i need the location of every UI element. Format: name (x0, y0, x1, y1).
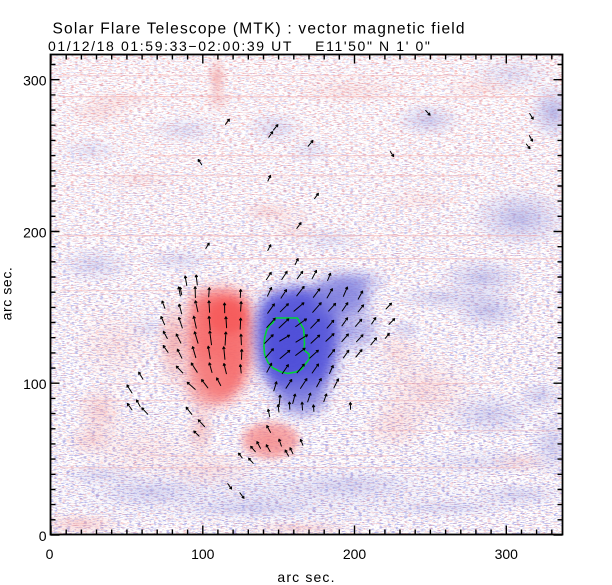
svg-text:300: 300 (23, 73, 47, 89)
svg-text:0: 0 (46, 546, 54, 562)
svg-text:0: 0 (39, 528, 47, 544)
svg-text:200: 200 (23, 224, 47, 240)
svg-text:100: 100 (23, 376, 47, 392)
svg-text:01/12/18 01:59:33−02:00:39 UT: 01/12/18 01:59:33−02:00:39 UT E11'50" N … (48, 38, 432, 54)
svg-text:100: 100 (191, 546, 215, 562)
svg-text:300: 300 (495, 546, 519, 562)
svg-text:arc sec.: arc sec. (0, 267, 15, 321)
svg-text:arc sec.: arc sec. (277, 569, 335, 585)
svg-text:200: 200 (343, 546, 367, 562)
svg-text:Solar Flare Telescope (MTK) :: Solar Flare Telescope (MTK) : vector mag… (53, 21, 466, 38)
